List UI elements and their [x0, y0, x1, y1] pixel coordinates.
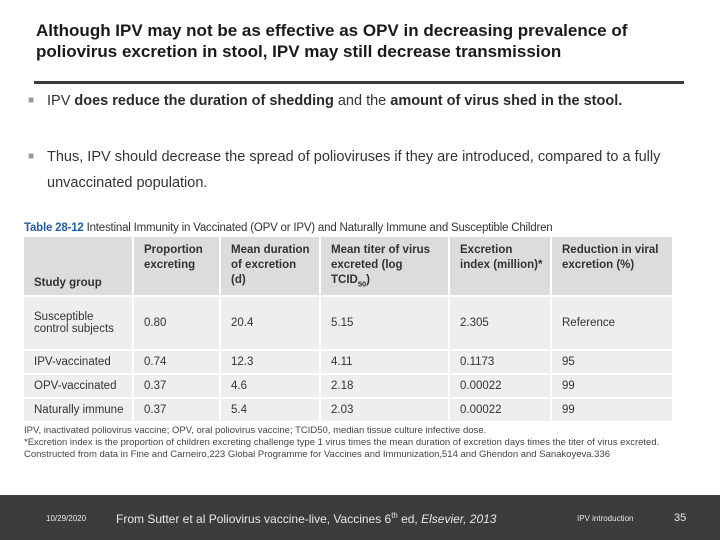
title-divider	[34, 81, 684, 84]
table-cell: IPV-vaccinated	[24, 349, 134, 374]
header-titer: Mean titer of virus excreted (log TCID50…	[321, 237, 450, 296]
header-study-group: Study group	[24, 237, 134, 296]
bullet-text-part: IPV	[47, 93, 75, 109]
footer-source-text: ed,	[397, 512, 422, 526]
square-bullet-icon: ■	[28, 151, 35, 162]
bullet-shedding: ■ IPV does reduce the duration of sheddi…	[28, 88, 668, 114]
bullet-text: Thus, IPV should decrease the spread of …	[47, 149, 661, 191]
table-row: Naturally immune 0.37 5.4 2.03 0.00022 9…	[24, 397, 674, 422]
table-cell: 2.03	[321, 397, 450, 422]
table-cell: 12.3	[221, 349, 321, 374]
immunity-table: Study group Proportion excreting Mean du…	[24, 237, 674, 422]
table-cell: 99	[552, 397, 674, 422]
table-cell: 0.00022	[450, 397, 552, 422]
bullet-spread: ■ Thus, IPV should decrease the spread o…	[28, 144, 668, 196]
table-cell: 0.1173	[450, 349, 552, 374]
table-cell: Susceptible control subjects	[24, 295, 134, 350]
header-reduction: Reduction in viral excretion (%)	[552, 237, 674, 296]
slide-title: Although IPV may not be as effective as …	[36, 21, 628, 61]
header-duration: Mean duration of excretion (d)	[221, 237, 321, 296]
table-caption-label: Table 28-12	[24, 222, 84, 234]
table-caption: Table 28-12 Intestinal Immunity in Vacci…	[24, 222, 678, 234]
bullet-emphasis: does reduce the duration of shedding	[74, 93, 334, 109]
table-row: OPV-vaccinated 0.37 4.6 2.18 0.00022 99	[24, 373, 674, 398]
table-cell: 0.74	[134, 349, 221, 374]
table-figure: Table 28-12 Intestinal Immunity in Vacci…	[22, 222, 678, 472]
table-cell: 0.80	[134, 295, 221, 350]
table-cell: 4.6	[221, 373, 321, 398]
table-cell: 2.18	[321, 373, 450, 398]
table-cell: Naturally immune	[24, 397, 134, 422]
table-caption-text: Intestinal Immunity in Vaccinated (OPV o…	[86, 222, 553, 234]
table-cell: 0.37	[134, 373, 221, 398]
bullet-emphasis: amount of virus shed in the stool.	[390, 93, 623, 109]
table-cell: 4.11	[321, 349, 450, 374]
bullet-text-part: and the	[333, 93, 391, 109]
table-cell: 2.305	[450, 295, 552, 350]
square-bullet-icon: ■	[28, 95, 35, 106]
table-row: Susceptible control subjects 0.80 20.4 5…	[24, 295, 674, 350]
bullet-text: IPV does reduce the duration of shedding…	[28, 88, 668, 114]
header-titer-sub: 50	[357, 279, 367, 289]
header-titer-text: Mean titer of virus excreted (log TCID	[331, 244, 431, 286]
table-notes: IPV, inactivated poliovirus vaccine; OPV…	[24, 425, 678, 461]
footer-source-sup: th	[391, 511, 398, 520]
table-note: *Excretion index is the proportion of ch…	[24, 437, 660, 449]
footer-topic: IPV introduction	[577, 514, 634, 523]
footer-source-text: From Sutter et al Poliovirus vaccine-liv…	[116, 512, 392, 526]
table-row: IPV-vaccinated 0.74 12.3 4.11 0.1173 95	[24, 349, 674, 374]
header-excretion-index: Excretion index (million)*	[450, 237, 552, 296]
table-cell: 99	[552, 373, 674, 398]
table-cell: 0.00022	[450, 373, 552, 398]
footer-source-publisher: Elsevier, 2013	[421, 512, 497, 526]
table-note: Constructed from data in Fine and Carnei…	[24, 449, 611, 461]
table-cell: 20.4	[221, 295, 321, 350]
header-titer-end: )	[366, 274, 370, 286]
table-cell: 5.15	[321, 295, 450, 350]
table-cell: 0.37	[134, 397, 221, 422]
footer-bar: 10/29/2020 From Sutter et al Poliovirus …	[0, 495, 720, 540]
page-number: 35	[674, 512, 687, 524]
table-cell: 5.4	[221, 397, 321, 422]
table-cell: 95	[552, 349, 674, 374]
header-proportion: Proportion excreting	[134, 237, 221, 296]
footer-date: 10/29/2020	[46, 514, 87, 523]
table-note: IPV, inactivated poliovirus vaccine; OPV…	[24, 425, 487, 437]
footer-source: From Sutter et al Poliovirus vaccine-liv…	[116, 511, 496, 526]
table-cell: Reference	[552, 295, 674, 350]
table-cell: OPV-vaccinated	[24, 373, 134, 398]
